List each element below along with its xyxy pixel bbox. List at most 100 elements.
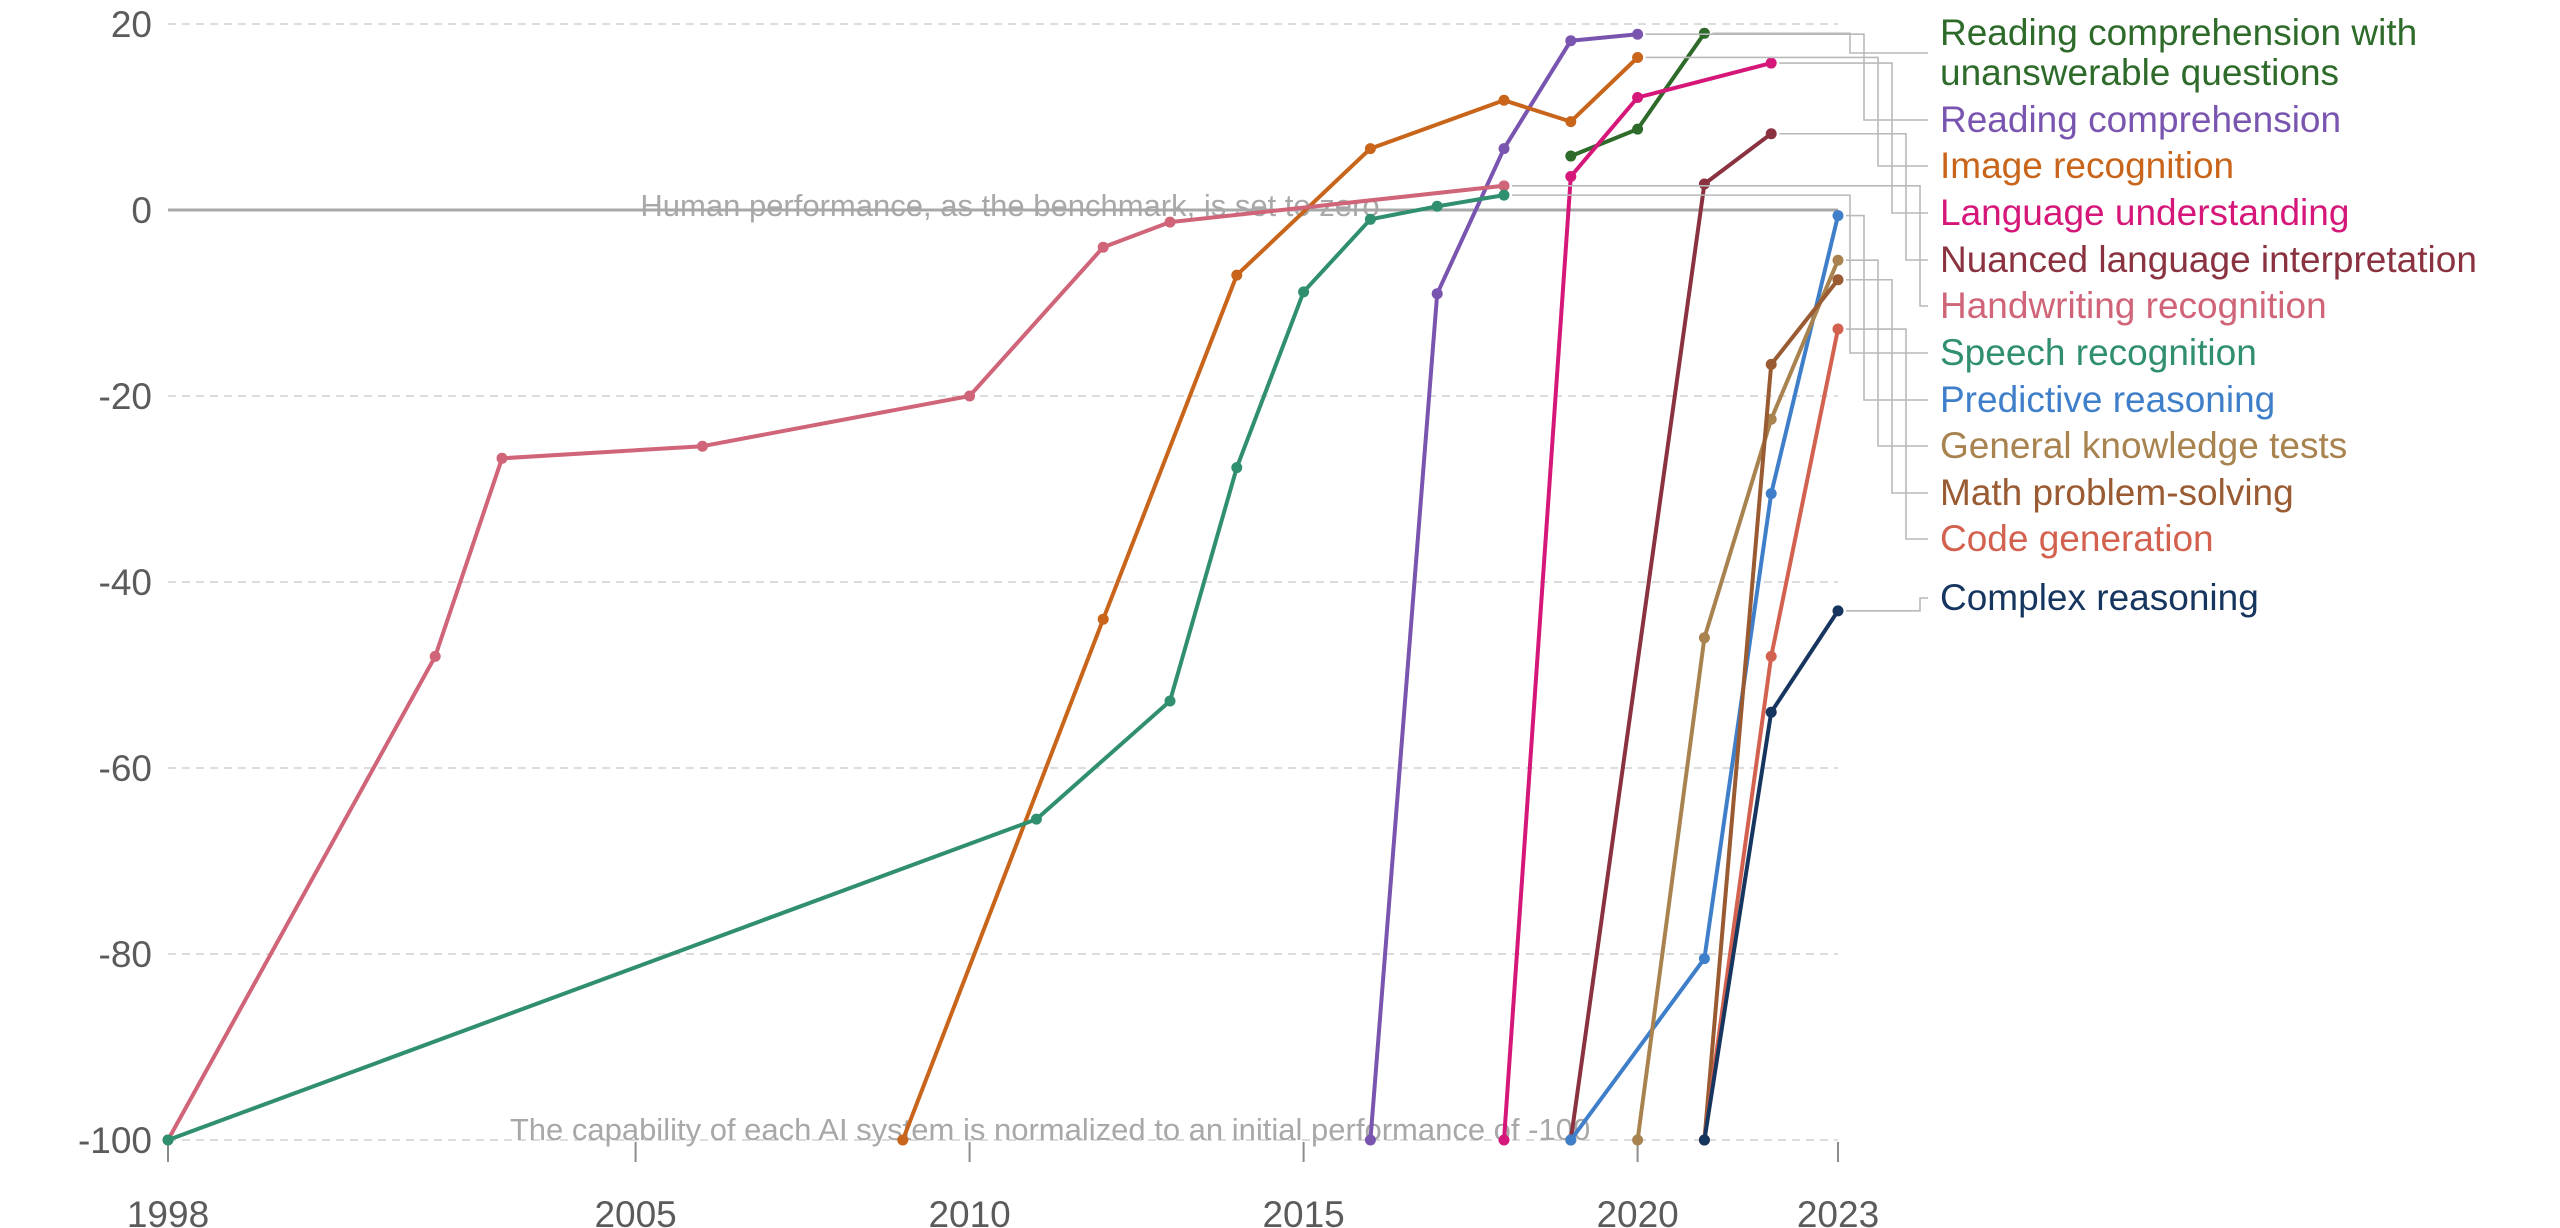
data-point: [1097, 613, 1109, 625]
y-tick-label: -60: [99, 748, 152, 789]
data-point: [1765, 488, 1777, 500]
legend: Reading comprehension with unanswerable q…: [1512, 12, 2477, 618]
legend-label: Code generation: [1940, 518, 2214, 559]
legend-label: Image recognition: [1940, 145, 2234, 186]
data-point: [1097, 241, 1109, 253]
legend-connector: [1712, 32, 1928, 54]
series-line: [166, 183, 1506, 1142]
data-point: [1231, 269, 1243, 281]
data-point: [1632, 51, 1644, 63]
y-tick-label: -80: [99, 934, 152, 975]
series-line: [1502, 61, 1774, 1142]
x-axis: 1998 2005 2010 2015 2020 2023: [127, 1142, 1879, 1228]
legend-connector: [1512, 194, 1928, 354]
data-point: [1565, 1134, 1577, 1146]
legend-label: Reading comprehension with unanswerable q…: [1940, 12, 2417, 93]
data-point: [1431, 200, 1443, 212]
legend-connector: [1846, 259, 1928, 447]
series-line: [1568, 131, 1774, 1142]
data-point: [1364, 213, 1376, 225]
data-point: [1632, 28, 1644, 40]
data-point: [1632, 123, 1644, 135]
data-point: [696, 440, 708, 452]
data-point: [1632, 1134, 1644, 1146]
series-1: [1364, 28, 1644, 1146]
legend-label: Complex reasoning: [1940, 577, 2259, 618]
series-line: [1568, 213, 1840, 1142]
x-tick-label: 1998: [127, 1194, 209, 1228]
legend-label: General knowledge tests: [1940, 425, 2347, 466]
data-point: [1698, 1134, 1710, 1146]
x-tick-label: 2023: [1797, 1194, 1879, 1228]
legend-connector: [1846, 328, 1928, 540]
legend-label: Reading comprehension: [1940, 99, 2341, 140]
legend-label-line: unanswerable questions: [1940, 52, 2339, 93]
y-tick-label: -20: [99, 376, 152, 417]
legend-connector: [1645, 56, 1928, 167]
data-point: [964, 390, 976, 402]
series-line: [1635, 258, 1840, 1142]
series-lines: [162, 27, 1844, 1146]
y-tick-label: 0: [131, 190, 152, 231]
y-tick-label: -100: [78, 1120, 152, 1161]
data-point: [1832, 254, 1844, 266]
data-point: [1832, 323, 1844, 335]
data-point: [1765, 57, 1777, 69]
series-10: [1698, 323, 1844, 1146]
data-point: [1565, 150, 1577, 162]
series-6: [162, 189, 1510, 1146]
legend-label: Handwriting recognition: [1940, 285, 2327, 326]
series-11: [1698, 605, 1844, 1146]
data-point: [1698, 27, 1710, 39]
data-point: [1765, 706, 1777, 718]
data-point: [1565, 171, 1577, 183]
data-point: [1765, 358, 1777, 370]
data-point: [1498, 180, 1510, 192]
legend-label: Speech recognition: [1940, 332, 2257, 373]
legend-label: Language understanding: [1940, 192, 2349, 233]
y-tick-label: -40: [99, 562, 152, 603]
data-point: [1765, 128, 1777, 140]
data-point: [1498, 189, 1510, 201]
data-point: [1498, 1134, 1510, 1146]
x-tick-label: 2010: [928, 1194, 1010, 1228]
zero-line-annotation: Human performance, as the benchmark, is …: [640, 188, 1379, 223]
legend-connector: [1779, 62, 1928, 214]
data-point: [1832, 210, 1844, 222]
data-point: [1431, 288, 1443, 300]
legend-connector: [1512, 185, 1928, 307]
data-point: [1632, 91, 1644, 103]
data-point: [1698, 953, 1710, 965]
data-point: [1565, 35, 1577, 47]
series-7: [1565, 210, 1844, 1146]
data-point: [1565, 116, 1577, 128]
data-point: [1498, 94, 1510, 106]
series-line: [166, 193, 1506, 1142]
x-tick-label: 2005: [594, 1194, 676, 1228]
data-point: [1231, 462, 1243, 474]
data-point: [1498, 143, 1510, 155]
data-point: [1698, 632, 1710, 644]
annotations: Human performance, as the benchmark, is …: [510, 188, 1590, 1147]
legend-connector: [1645, 33, 1928, 121]
y-axis: 20 0 -20 -40 -60 -80 -100: [78, 4, 152, 1161]
data-point: [162, 1134, 174, 1146]
series-3: [1498, 57, 1777, 1146]
x-tick-label: 2020: [1596, 1194, 1678, 1228]
legend-label: Nuanced language interpretation: [1940, 239, 2477, 280]
data-point: [897, 1134, 909, 1146]
legend-connector: [1779, 132, 1928, 261]
grid-lines: [168, 23, 1838, 1141]
legend-connector: [1846, 597, 1928, 612]
baseline-annotation: The capability of each AI system is norm…: [510, 1112, 1590, 1147]
series-4: [1565, 128, 1777, 1146]
data-point: [496, 452, 508, 464]
legend-connector: [1846, 214, 1928, 401]
legend-label-line: Reading comprehension with: [1940, 12, 2417, 53]
legend-connector: [1846, 278, 1928, 494]
data-point: [1364, 1134, 1376, 1146]
data-point: [1030, 813, 1042, 825]
series-line: [1702, 608, 1840, 1142]
data-point: [1698, 178, 1710, 190]
